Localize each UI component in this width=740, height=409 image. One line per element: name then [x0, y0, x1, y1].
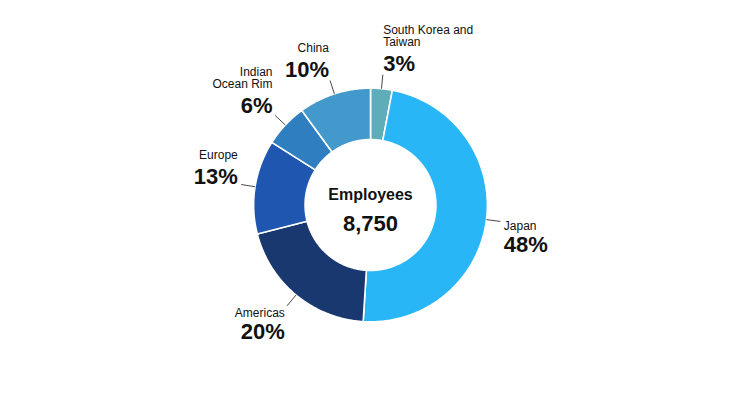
svg-text:Europe: Europe: [199, 148, 238, 162]
svg-text:6%: 6%: [241, 93, 273, 118]
svg-text:10%: 10%: [285, 57, 329, 82]
svg-text:8,750: 8,750: [343, 211, 398, 236]
svg-text:China: China: [298, 41, 330, 55]
svg-text:Japan: Japan: [504, 219, 537, 233]
svg-text:Employees: Employees: [328, 186, 413, 203]
svg-text:3%: 3%: [383, 51, 415, 76]
svg-text:13%: 13%: [194, 164, 238, 189]
svg-text:South Korea andTaiwan: South Korea andTaiwan: [383, 23, 473, 49]
svg-text:48%: 48%: [504, 232, 548, 257]
svg-text:20%: 20%: [241, 319, 285, 344]
svg-text:Americas: Americas: [235, 306, 285, 320]
svg-text:IndianOcean Rim: IndianOcean Rim: [213, 65, 273, 91]
